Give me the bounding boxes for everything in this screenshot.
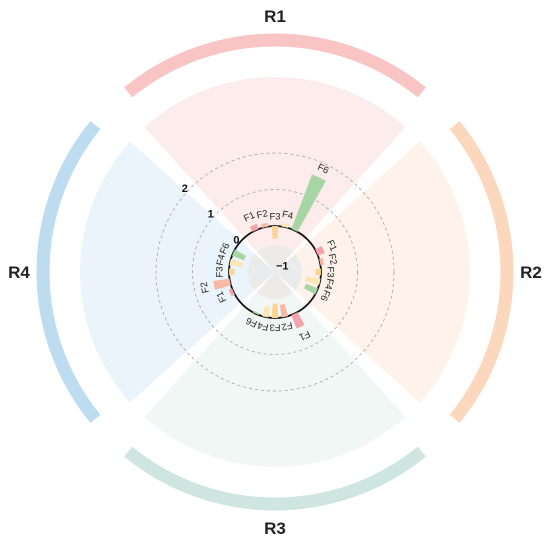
arc-r3 bbox=[124, 446, 426, 511]
arc-r4 bbox=[36, 121, 101, 423]
arc-r1 bbox=[124, 33, 426, 98]
radial-tick--1: −1 bbox=[276, 260, 289, 272]
bar-label-r2-f3: F3 bbox=[324, 266, 335, 277]
bar-r3-f3 bbox=[271, 303, 279, 318]
bar-r1-f4 bbox=[281, 223, 290, 228]
arc-r2 bbox=[449, 121, 514, 423]
radial-tick-1: 1 bbox=[208, 209, 214, 221]
bar-r1-f6 bbox=[291, 174, 326, 232]
gridline-2 bbox=[155, 152, 395, 392]
radial-tick-2: 2 bbox=[182, 183, 188, 195]
bar-label-r1-f4: F4 bbox=[281, 209, 294, 222]
bar-label-r3-f3: F3 bbox=[269, 321, 280, 332]
bar-r4-f2 bbox=[213, 278, 231, 290]
bar-label-r1-f1: F1 bbox=[242, 210, 257, 225]
region-arcs bbox=[36, 33, 514, 511]
bar-r3-f1 bbox=[291, 312, 305, 329]
bar-label-r1-f2: F2 bbox=[256, 208, 269, 221]
sector-r4 bbox=[79, 141, 303, 403]
bar-label-r4-f1: F1 bbox=[215, 289, 230, 304]
bar-r3-f2 bbox=[279, 303, 289, 318]
bar-r4-f3 bbox=[229, 268, 235, 276]
sector-r1 bbox=[144, 76, 406, 300]
region-label-r3: R3 bbox=[264, 519, 286, 538]
bar-label-r2-f6: F6 bbox=[318, 288, 333, 303]
gridline-1 bbox=[192, 189, 358, 355]
sector-r2 bbox=[248, 141, 471, 403]
bar-label-r3-f4: F4 bbox=[256, 319, 269, 332]
bar-r3-f4 bbox=[261, 305, 270, 318]
bar-r2-f2 bbox=[319, 257, 325, 266]
bar-label-r2-f1: F1 bbox=[324, 238, 339, 253]
bar-label-r3-f2: F2 bbox=[280, 319, 293, 332]
bar-r2-f3 bbox=[315, 268, 321, 276]
bar-r2-f1 bbox=[315, 245, 325, 256]
bar-r4-f1 bbox=[228, 288, 235, 297]
region-label-r1: R1 bbox=[264, 7, 286, 26]
bar-label-r4-f3: F3 bbox=[215, 266, 226, 277]
bar-r4-f6 bbox=[231, 249, 246, 261]
radial-tick-0: 0 bbox=[233, 234, 239, 246]
bar-r2-f4 bbox=[305, 276, 321, 286]
bar-label-r4-f4: F4 bbox=[215, 253, 228, 266]
bar-r1-f3 bbox=[271, 226, 279, 239]
bar-label-r2-f2: F2 bbox=[326, 253, 339, 266]
region-label-r2: R2 bbox=[520, 263, 542, 282]
bar-label-r4-f2: F2 bbox=[199, 281, 212, 294]
bar-r3-f6 bbox=[252, 310, 260, 316]
region-label-r4: R4 bbox=[8, 263, 30, 282]
bars bbox=[213, 174, 326, 329]
bar-r2-f6 bbox=[304, 283, 319, 295]
bar-r1-f1 bbox=[249, 223, 259, 232]
bar-label-r2-f4: F4 bbox=[322, 277, 335, 290]
sector-r3 bbox=[144, 245, 406, 468]
bar-r1-f2 bbox=[260, 222, 269, 228]
bar-label-r3-f6: F6 bbox=[244, 315, 259, 330]
region-sectors bbox=[79, 76, 471, 468]
bar-label-r1-f3: F3 bbox=[269, 212, 280, 223]
bar-r4-f4 bbox=[229, 258, 244, 268]
bar-label-r4-f6: F6 bbox=[218, 241, 233, 256]
bar-label-r3-f1: F1 bbox=[297, 328, 312, 343]
bar-label-r1-f6: F6 bbox=[316, 162, 331, 177]
